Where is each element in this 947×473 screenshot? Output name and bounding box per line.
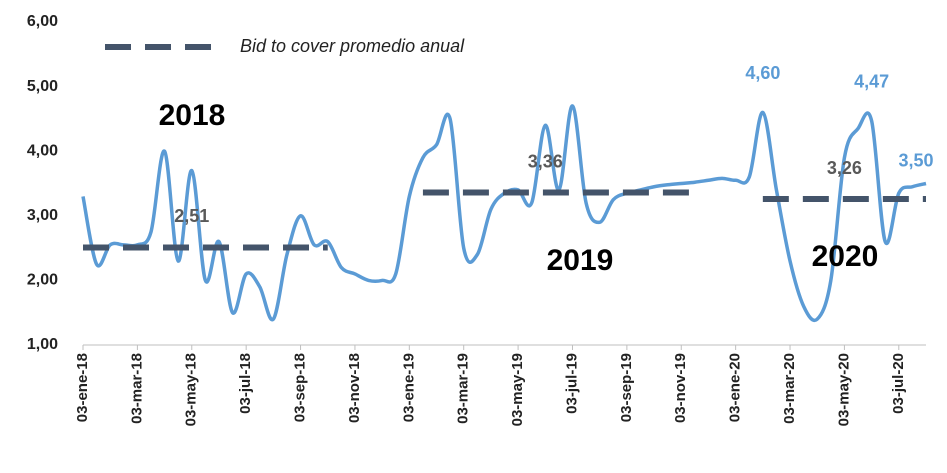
y-tick-label: 4,00 [27,142,58,159]
y-tick-label: 5,00 [27,78,58,95]
x-tick-label: 03-jul-19 [563,353,580,414]
x-tick-label: 03-may-20 [835,353,852,426]
x-tick-label: 03-ene-19 [400,353,417,422]
year-label: 2020 [812,240,879,273]
x-tick-label: 03-may-19 [509,353,526,426]
x-tick-label: 03-may-18 [183,353,200,426]
x-tick-label: 03-jul-18 [237,353,254,414]
legend-label: Bid to cover promedio anual [240,36,465,56]
year-label: 2018 [159,99,226,132]
data-label: 3,50 [898,150,933,170]
data-label: 2,51 [174,206,209,226]
x-tick-label: 03-nov-18 [346,353,363,423]
x-tick-label: 03-nov-19 [672,353,689,423]
x-tick-label: 03-mar-19 [455,353,472,424]
x-tick-label: 03-mar-18 [128,353,145,424]
data-label: 4,47 [854,72,889,92]
y-tick-label: 6,00 [27,13,58,30]
x-tick-label: 03-sep-18 [292,353,309,422]
data-label: 4,60 [745,63,780,83]
x-tick-label: 03-ene-20 [727,353,744,422]
x-tick-label: 03-jul-20 [890,353,907,414]
x-tick-label: 03-ene-18 [74,353,91,422]
y-tick-label: 3,00 [27,207,58,224]
data-label: 3,26 [827,158,862,178]
x-tick-label: 03-sep-19 [618,353,635,422]
data-line [81,104,927,323]
x-tick-label: 03-mar-20 [781,353,798,424]
data-label: 3,36 [528,151,563,171]
y-tick-label: 2,00 [27,272,58,289]
y-tick-label: 1,00 [27,336,58,353]
year-label: 2019 [547,244,614,277]
